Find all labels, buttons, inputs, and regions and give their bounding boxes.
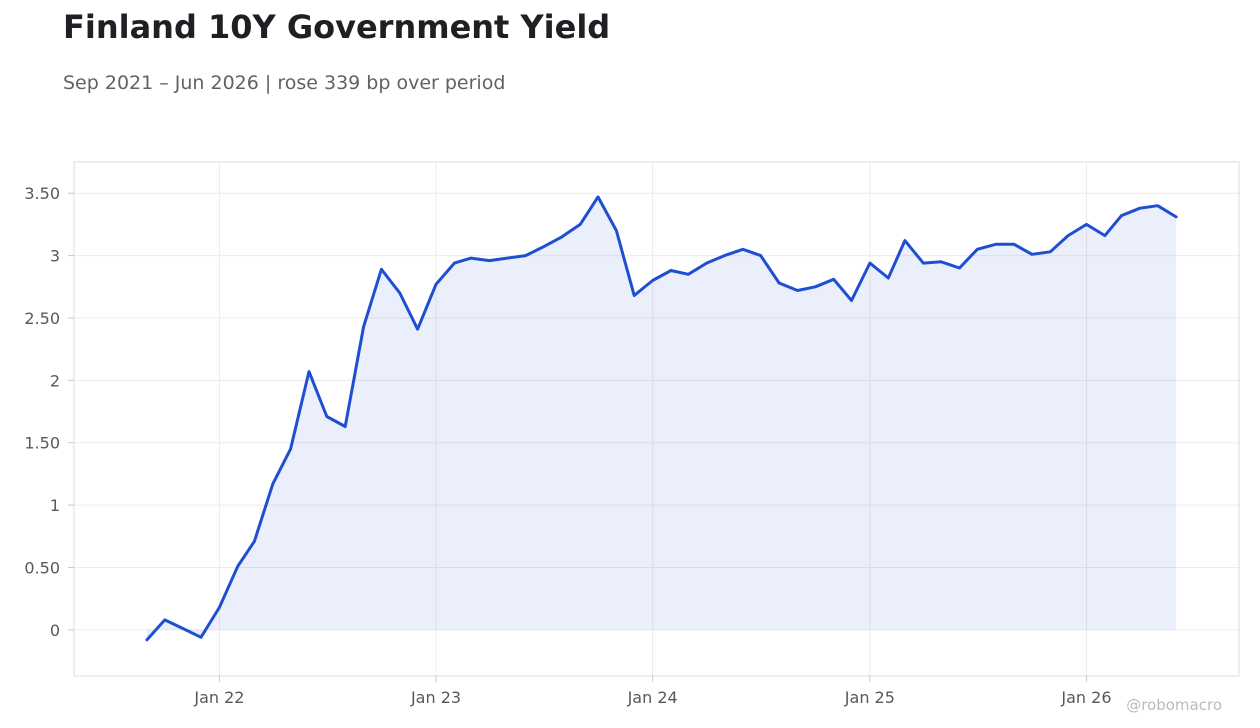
gridlines (74, 162, 1239, 676)
x-tick-label: Jan 26 (1060, 688, 1111, 707)
chart-subtitle: Sep 2021 – Jun 2026 | rose 339 bp over p… (63, 72, 506, 94)
x-axis-ticks: Jan 22 Jan 23 Jan 24 Jan 25 Jan 26 (193, 676, 1112, 707)
y-tick-label: 0 (50, 621, 60, 640)
chart-title: Finland 10Y Government Yield (63, 8, 611, 46)
x-tick-label: Jan 25 (844, 688, 895, 707)
yield-area-fill (147, 196, 1177, 640)
y-tick-label: 1.50 (24, 434, 60, 453)
y-tick-label: 2 (50, 371, 60, 390)
y-tick-label: 3.50 (24, 184, 60, 203)
y-tick-label: 0.50 (24, 558, 60, 577)
y-tick-label: 2.50 (24, 309, 60, 328)
x-tick-label: Jan 22 (193, 688, 244, 707)
y-tick-label: 1 (50, 496, 60, 515)
plot-frame (73, 161, 1240, 677)
y-axis-ticks: 0 0.50 1 1.50 2 2.50 3 3.50 (24, 184, 74, 640)
x-tick-label: Jan 23 (410, 688, 461, 707)
y-tick-label: 3 (50, 247, 60, 266)
watermark-text: @robomacro (1126, 696, 1222, 714)
yield-series-line (145, 195, 1178, 642)
x-tick-label: Jan 24 (627, 688, 678, 707)
